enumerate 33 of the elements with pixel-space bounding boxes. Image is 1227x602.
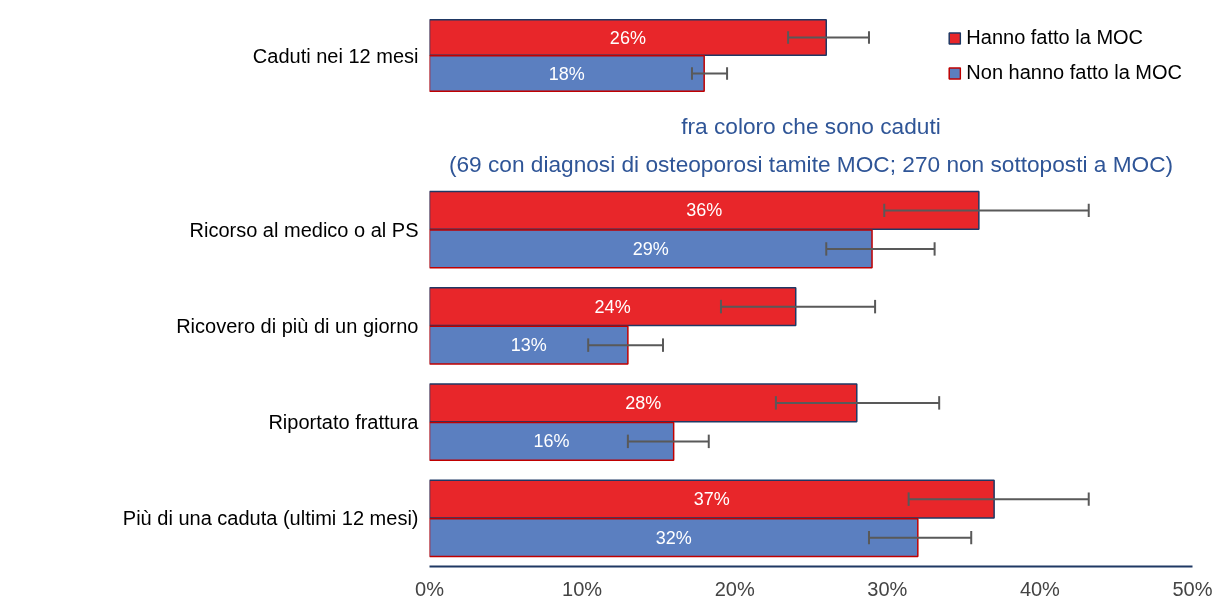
x-tick-label: 10% [562, 577, 603, 600]
bar [429, 479, 995, 519]
data-label: 36% [686, 200, 723, 221]
x-tick-label: 30% [867, 577, 908, 600]
chart-title: fra coloro che sono caduti [681, 112, 941, 139]
data-label: 24% [594, 296, 631, 317]
data-label: 16% [533, 431, 570, 452]
data-label: 37% [693, 489, 730, 510]
y-tick-label: Ricovero di più di un giorno [176, 314, 419, 337]
bar [429, 190, 980, 230]
chart-subtitle: (69 con diagnosi di osteoporosi tamite MOC; 270 non sottoposti a MOC) [448, 150, 1174, 177]
bar [429, 287, 797, 327]
x-tick-label: 20% [714, 577, 755, 600]
data-label: 13% [510, 335, 547, 356]
x-tick-label: 0% [415, 577, 445, 600]
y-tick-label: Riportato frattura [268, 411, 420, 434]
x-tick-label: 50% [1172, 577, 1213, 600]
data-label: 26% [609, 27, 646, 48]
data-label: 28% [625, 392, 662, 413]
legend-label: Non hanno fatto la MOC [966, 61, 1182, 84]
y-tick-label: Più di una caduta (ultimi 12 mesi) [122, 507, 419, 530]
data-label: 32% [655, 527, 692, 548]
y-tick-label: Ricorso al medico o al PS [189, 218, 419, 241]
data-label: 29% [632, 238, 669, 259]
bar [429, 229, 873, 269]
bar [429, 325, 629, 365]
bar [429, 383, 858, 423]
legend-label: Hanno fatto la MOC [966, 26, 1144, 49]
data-label: 18% [548, 63, 585, 84]
bar [429, 421, 675, 461]
bar [429, 518, 919, 558]
x-tick-label: 40% [1019, 577, 1061, 600]
y-tick-label: Caduti nei 12 mesi [252, 44, 419, 67]
